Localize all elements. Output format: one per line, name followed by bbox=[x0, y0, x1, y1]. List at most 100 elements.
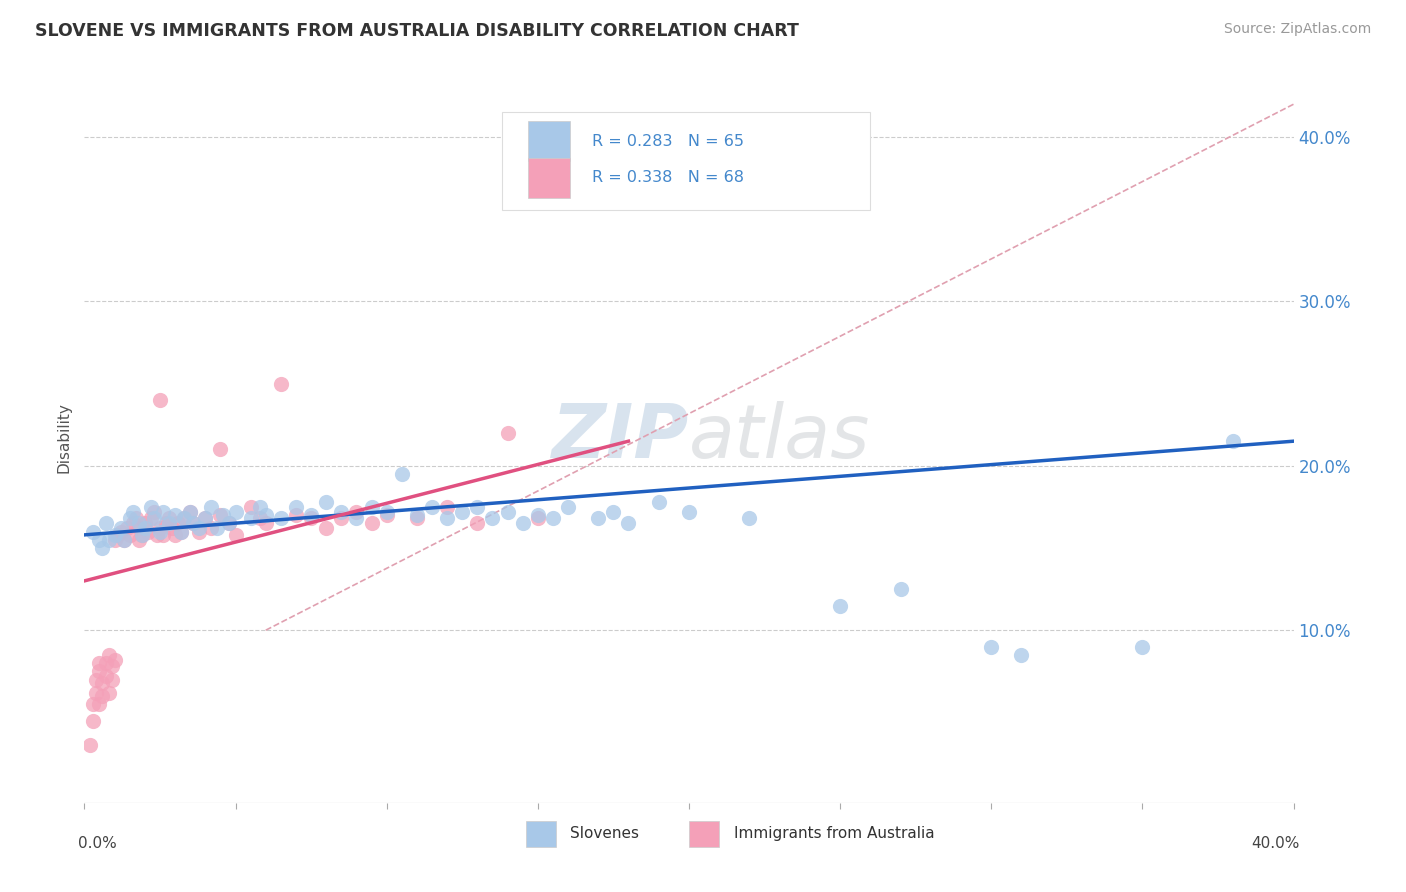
Point bbox=[360, 500, 382, 514]
Point bbox=[209, 508, 232, 523]
Point bbox=[360, 516, 382, 531]
Point bbox=[391, 467, 413, 481]
Point bbox=[557, 500, 579, 514]
Point bbox=[152, 528, 174, 542]
Point bbox=[200, 521, 222, 535]
Point bbox=[420, 500, 443, 514]
Text: SLOVENE VS IMMIGRANTS FROM AUSTRALIA DISABILITY CORRELATION CHART: SLOVENE VS IMMIGRANTS FROM AUSTRALIA DIS… bbox=[35, 22, 799, 40]
Point bbox=[110, 521, 132, 535]
Point bbox=[94, 656, 117, 670]
Point bbox=[179, 505, 201, 519]
Point bbox=[152, 505, 174, 519]
Text: ZIP: ZIP bbox=[551, 401, 689, 474]
Point bbox=[270, 511, 292, 525]
Text: Immigrants from Australia: Immigrants from Australia bbox=[734, 826, 935, 841]
Point bbox=[91, 541, 114, 555]
Point bbox=[285, 500, 308, 514]
Point bbox=[160, 521, 183, 535]
Point bbox=[209, 442, 232, 457]
Point bbox=[890, 582, 912, 596]
Point bbox=[149, 524, 172, 539]
Point bbox=[82, 697, 104, 711]
Point bbox=[131, 528, 153, 542]
FancyBboxPatch shape bbox=[526, 821, 555, 847]
Point bbox=[330, 511, 353, 525]
Point bbox=[194, 511, 217, 525]
FancyBboxPatch shape bbox=[502, 112, 870, 211]
Point bbox=[89, 656, 111, 670]
Point bbox=[467, 500, 489, 514]
Point bbox=[128, 533, 150, 547]
Point bbox=[170, 524, 193, 539]
Y-axis label: Disability: Disability bbox=[56, 401, 72, 473]
FancyBboxPatch shape bbox=[689, 821, 720, 847]
Point bbox=[107, 528, 129, 542]
Point bbox=[100, 673, 122, 687]
Point bbox=[157, 511, 180, 525]
Point bbox=[97, 648, 120, 662]
Point bbox=[112, 533, 135, 547]
Point bbox=[285, 508, 308, 523]
Point bbox=[648, 495, 671, 509]
Point bbox=[118, 528, 141, 542]
Point bbox=[149, 521, 172, 535]
Point bbox=[249, 500, 271, 514]
Text: 40.0%: 40.0% bbox=[1251, 836, 1299, 851]
Point bbox=[588, 511, 610, 525]
Point bbox=[79, 739, 101, 753]
Point bbox=[157, 516, 180, 531]
Text: atlas: atlas bbox=[689, 401, 870, 473]
Point bbox=[512, 516, 534, 531]
Point bbox=[980, 640, 1002, 654]
Point bbox=[104, 533, 127, 547]
Point bbox=[86, 673, 108, 687]
Point bbox=[188, 524, 211, 539]
Point bbox=[82, 524, 104, 539]
Point bbox=[225, 505, 247, 519]
Point bbox=[149, 393, 172, 408]
Point bbox=[170, 524, 193, 539]
Point bbox=[128, 516, 150, 531]
Point bbox=[128, 521, 150, 535]
Point bbox=[346, 505, 368, 519]
Point bbox=[131, 528, 153, 542]
Point bbox=[134, 516, 156, 531]
Point bbox=[218, 516, 240, 531]
Point bbox=[121, 505, 143, 519]
Point bbox=[142, 511, 165, 525]
Point bbox=[94, 516, 117, 531]
Point bbox=[188, 521, 211, 535]
Point bbox=[82, 714, 104, 728]
FancyBboxPatch shape bbox=[529, 158, 571, 198]
Point bbox=[830, 599, 852, 613]
Point bbox=[1011, 648, 1033, 662]
Point bbox=[254, 516, 277, 531]
Point bbox=[173, 511, 195, 525]
Point bbox=[118, 511, 141, 525]
Point bbox=[1222, 434, 1244, 449]
Point bbox=[139, 500, 162, 514]
Text: R = 0.338   N = 68: R = 0.338 N = 68 bbox=[592, 170, 744, 186]
FancyBboxPatch shape bbox=[529, 121, 571, 161]
Point bbox=[406, 511, 429, 525]
Point bbox=[125, 511, 148, 525]
Point bbox=[738, 511, 761, 525]
Point bbox=[678, 505, 700, 519]
Point bbox=[155, 516, 177, 531]
Point bbox=[602, 505, 624, 519]
Point bbox=[100, 659, 122, 673]
Point bbox=[299, 511, 322, 525]
Point bbox=[134, 521, 156, 535]
Text: 0.0%: 0.0% bbox=[79, 836, 117, 851]
Point bbox=[315, 495, 337, 509]
Point bbox=[121, 516, 143, 531]
Point bbox=[346, 511, 368, 525]
Point bbox=[481, 511, 503, 525]
Point bbox=[181, 516, 204, 531]
Point bbox=[451, 505, 474, 519]
Point bbox=[86, 686, 108, 700]
Point bbox=[167, 516, 190, 531]
Point bbox=[617, 516, 640, 531]
Point bbox=[406, 508, 429, 523]
Point bbox=[436, 500, 458, 514]
